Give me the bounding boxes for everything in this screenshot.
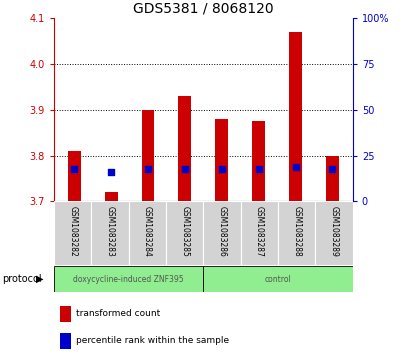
Bar: [129, 201, 166, 265]
Bar: [326, 156, 339, 201]
Point: [108, 169, 115, 175]
Text: percentile rank within the sample: percentile rank within the sample: [76, 336, 229, 345]
Bar: [54, 266, 203, 292]
Bar: [105, 192, 117, 201]
Bar: [241, 201, 278, 265]
Point: [71, 167, 78, 172]
Bar: [178, 96, 191, 201]
Text: ▶: ▶: [36, 274, 44, 284]
Text: GSM1083288: GSM1083288: [292, 206, 301, 257]
Text: GSM1083289: GSM1083289: [330, 206, 339, 257]
Text: control: control: [265, 275, 291, 284]
Bar: [60, 333, 71, 349]
Text: GSM1083286: GSM1083286: [217, 206, 227, 257]
Text: transformed count: transformed count: [76, 309, 161, 318]
Text: GSM1083285: GSM1083285: [180, 206, 189, 257]
Point: [218, 167, 225, 172]
Bar: [315, 201, 353, 265]
Text: GSM1083282: GSM1083282: [68, 206, 77, 257]
Bar: [60, 306, 71, 322]
Bar: [166, 201, 203, 265]
Point: [329, 167, 336, 172]
Text: doxycycline-induced ZNF395: doxycycline-induced ZNF395: [73, 275, 184, 284]
Bar: [203, 266, 353, 292]
Point: [145, 167, 151, 172]
Text: GSM1083284: GSM1083284: [143, 206, 152, 257]
Text: GSM1083283: GSM1083283: [105, 206, 115, 257]
Bar: [203, 201, 241, 265]
Title: GDS5381 / 8068120: GDS5381 / 8068120: [133, 1, 273, 16]
Bar: [215, 119, 228, 201]
Bar: [289, 32, 302, 201]
Text: protocol: protocol: [2, 274, 42, 284]
Bar: [252, 121, 265, 201]
Bar: [54, 201, 91, 265]
Bar: [142, 110, 154, 201]
Point: [182, 167, 188, 172]
Point: [292, 164, 299, 170]
Bar: [68, 151, 81, 201]
Point: [255, 167, 262, 172]
Bar: [278, 201, 315, 265]
Text: GSM1083287: GSM1083287: [255, 206, 264, 257]
Bar: [91, 201, 129, 265]
